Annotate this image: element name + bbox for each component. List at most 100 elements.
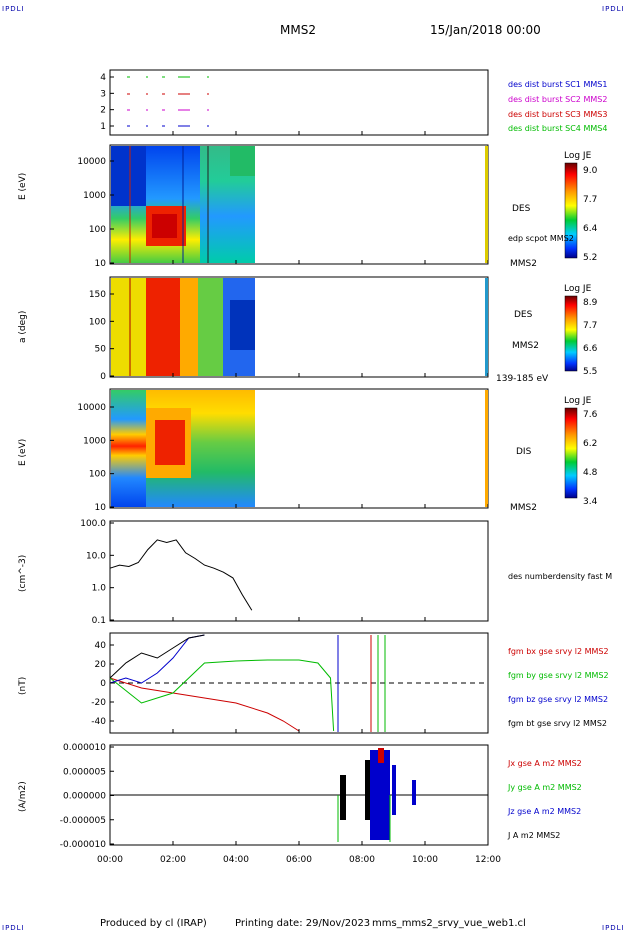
des-pitch-cbar-tick: 7.7 xyxy=(583,321,597,331)
fgm-ytick: 20 xyxy=(95,660,107,670)
des-pitch-ylabel: a (deg) xyxy=(18,310,28,343)
time-tick-label: 02:00 xyxy=(160,855,186,865)
fgm-series xyxy=(109,634,335,732)
des-pitch-spectrogram xyxy=(111,278,488,376)
fgm-vertical-marks xyxy=(337,635,386,732)
des-energy-spectrogram xyxy=(111,146,488,263)
des-overlay-label: edp scpot MMS2 xyxy=(508,234,574,243)
fgm-ytick: -40 xyxy=(91,717,106,727)
dis-species-label: DIS xyxy=(516,447,532,457)
des-energy-ytick: 10 xyxy=(95,259,107,269)
des-pitch-colorbar xyxy=(564,295,578,372)
dis-energy-ytick: 1000 xyxy=(83,436,106,446)
dis-energy-cbar-tick: 4.8 xyxy=(583,468,598,478)
burst-ytick: 2 xyxy=(100,106,106,116)
density-panel-frame xyxy=(109,520,489,622)
des-pitch-cbar-tick: 5.5 xyxy=(583,367,597,377)
burst-ytick: 3 xyxy=(100,89,106,99)
des-energy-cbar-tick: 9.0 xyxy=(583,166,598,176)
des-energy-ytick: 1000 xyxy=(83,191,106,201)
time-tick-label: 08:00 xyxy=(349,855,375,865)
corner-label-bottom-right: IPDLI xyxy=(602,924,625,932)
des-pitch-energy-band: 139-185 eV xyxy=(496,374,549,384)
dis-energy-spectrogram xyxy=(111,390,488,507)
current-legend-jz: Jz gse A m2 MMS2 xyxy=(508,807,582,816)
dis-energy-cbar-tick: 3.4 xyxy=(583,497,598,507)
burst-legend-mms4: des dist burst SC4 MMS4 xyxy=(508,124,608,133)
dis-energy-ylabel: E (eV) xyxy=(18,438,28,466)
density-ytick: 100.0 xyxy=(80,519,106,529)
burst-ytick: 1 xyxy=(100,122,106,132)
density-legend: des numberdensity fast M xyxy=(508,572,613,581)
des-pitch-ytick: 100 xyxy=(89,317,106,327)
des-pitch-cbar-tick: 6.6 xyxy=(583,344,598,354)
des-energy-cbar-title: Log JE xyxy=(564,151,592,161)
footer-produced: Produced by cl (IRAP) xyxy=(100,918,207,929)
burst-ytick: 4 xyxy=(100,73,106,83)
time-tick-label: 06:00 xyxy=(286,855,312,865)
dis-energy-colorbar xyxy=(564,407,578,499)
des-pitch-sc-label: MMS2 xyxy=(512,341,539,351)
dis-energy-ytick: 10 xyxy=(95,503,107,513)
density-ytick: 10.0 xyxy=(86,551,106,561)
current-legend-jy: Jy gse A m2 MMS2 xyxy=(508,783,582,792)
fgm-ytick: 40 xyxy=(95,641,107,651)
des-pitch-species-label: DES xyxy=(514,310,533,320)
time-tick-label: 04:00 xyxy=(223,855,249,865)
des-species-label: DES xyxy=(512,204,531,214)
current-ytick: -0.000010 xyxy=(60,840,106,850)
des-energy-colorbar xyxy=(564,162,578,259)
current-ytick: -0.000005 xyxy=(60,816,106,826)
density-ytick: 1.0 xyxy=(92,584,107,594)
current-ytick: 0.000000 xyxy=(63,792,106,802)
fgm-ytick: -20 xyxy=(91,698,106,708)
fgm-legend-bz: fgm bz gse srvy l2 MMS2 xyxy=(508,695,609,704)
density-ytick: 0.1 xyxy=(92,616,106,626)
time-tick-label: 12:00 xyxy=(475,855,501,865)
fgm-ylabel: (nT) xyxy=(18,676,28,695)
fgm-series-line xyxy=(109,634,205,684)
des-pitch-cbar-tick: 8.9 xyxy=(583,298,598,308)
date-title: 15/Jan/2018 00:00 xyxy=(430,23,541,37)
fgm-legend-by: fgm by gse srvy l2 MMS2 xyxy=(508,671,609,680)
fgm-series-line xyxy=(109,659,335,732)
burst-marks xyxy=(127,76,209,127)
des-energy-cbar-tick: 6.4 xyxy=(583,224,598,234)
des-energy-cbar-tick: 5.2 xyxy=(583,253,597,263)
fgm-series-line xyxy=(109,677,300,732)
corner-label-bottom-left: IPDLI xyxy=(2,924,25,932)
current-ytick: 0.000010 xyxy=(63,743,106,753)
fgm-legend-bt: fgm bt gse srvy l2 MMS2 xyxy=(508,719,607,728)
dis-energy-cbar-tick: 7.6 xyxy=(583,410,598,420)
dis-energy-ytick: 100 xyxy=(89,470,106,480)
burst-legend-mms1: des dist burst SC1 MMS1 xyxy=(508,80,608,89)
current-legend-jx: Jx gse A m2 MMS2 xyxy=(508,759,582,768)
des-energy-ylabel: E (eV) xyxy=(18,172,28,200)
current-legend-j: J A m2 MMS2 xyxy=(508,831,561,840)
des-energy-cbar-tick: 7.7 xyxy=(583,195,597,205)
des-pitch-ytick: 0 xyxy=(100,372,106,382)
fgm-ytick: 0 xyxy=(100,679,106,689)
time-tick-label: 10:00 xyxy=(412,855,438,865)
current-ytick: 0.000005 xyxy=(63,767,106,777)
dis-energy-cbar-title: Log JE xyxy=(564,396,592,406)
spacecraft-title: MMS2 xyxy=(280,23,316,37)
des-pitch-cbar-title: Log JE xyxy=(564,284,592,294)
fgm-series-line xyxy=(109,634,205,679)
time-tick-label: 00:00 xyxy=(97,855,123,865)
footer-filename: mms_mms2_srvy_vue_web1.cl xyxy=(372,918,526,929)
dis-energy-ytick: 10000 xyxy=(77,403,106,413)
current-ylabel: (A/m2) xyxy=(18,781,28,812)
density-ylabel: (cm^-3) xyxy=(18,554,28,592)
corner-label-top-right: IPDLI xyxy=(602,5,625,13)
dis-energy-sc-label: MMS2 xyxy=(510,503,537,513)
dis-energy-cbar-tick: 6.2 xyxy=(583,439,597,449)
current-bursts xyxy=(337,748,416,842)
des-energy-sc-label: MMS2 xyxy=(510,259,537,269)
footer-printing-date: Printing date: 29/Nov/2023 xyxy=(235,918,371,929)
des-pitch-ytick: 50 xyxy=(95,345,107,355)
des-pitch-ytick: 150 xyxy=(89,290,106,300)
burst-panel-frame xyxy=(109,69,489,136)
density-trace xyxy=(109,539,253,611)
